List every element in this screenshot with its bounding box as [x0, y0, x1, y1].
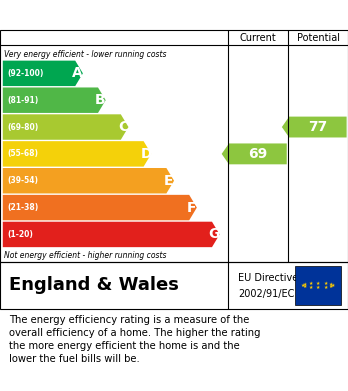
Text: (21-38): (21-38) — [7, 203, 38, 212]
Text: (69-80): (69-80) — [7, 122, 38, 131]
Text: (55-68): (55-68) — [7, 149, 38, 158]
Text: ★: ★ — [303, 284, 308, 289]
Text: England & Wales: England & Wales — [9, 276, 179, 294]
Text: ★: ★ — [309, 281, 313, 286]
Text: ★: ★ — [303, 282, 308, 287]
Text: Not energy efficient - higher running costs: Not energy efficient - higher running co… — [4, 251, 167, 260]
Text: C: C — [118, 120, 128, 134]
Polygon shape — [3, 141, 151, 167]
Polygon shape — [3, 61, 83, 86]
Text: ★: ★ — [316, 281, 320, 286]
Text: A: A — [72, 66, 83, 81]
Polygon shape — [3, 195, 197, 220]
Text: ★: ★ — [323, 281, 327, 286]
Text: EU Directive: EU Directive — [238, 273, 299, 283]
Polygon shape — [3, 88, 106, 113]
Polygon shape — [282, 117, 347, 138]
Text: ★: ★ — [309, 285, 313, 290]
Polygon shape — [3, 168, 174, 194]
Text: E: E — [164, 174, 174, 188]
Text: Potential: Potential — [296, 32, 340, 43]
Polygon shape — [222, 143, 287, 164]
Polygon shape — [3, 114, 128, 140]
Text: F: F — [187, 201, 196, 215]
Text: (1-20): (1-20) — [7, 230, 33, 239]
Text: The energy efficiency rating is a measure of the
overall efficiency of a home. T: The energy efficiency rating is a measur… — [9, 315, 260, 364]
Text: G: G — [209, 228, 220, 241]
Text: ★: ★ — [329, 284, 333, 289]
Text: (81-91): (81-91) — [7, 96, 38, 105]
Text: ★: ★ — [323, 285, 327, 290]
Bar — [295, 266, 341, 305]
Text: ★: ★ — [331, 283, 335, 288]
Text: 77: 77 — [308, 120, 328, 134]
Text: D: D — [140, 147, 152, 161]
Text: 2002/91/EC: 2002/91/EC — [238, 289, 295, 299]
Text: 69: 69 — [248, 147, 268, 161]
Text: ★: ★ — [329, 282, 333, 287]
Text: ★: ★ — [316, 285, 320, 290]
Text: B: B — [95, 93, 106, 107]
Text: (92-100): (92-100) — [7, 69, 44, 78]
Text: Very energy efficient - lower running costs: Very energy efficient - lower running co… — [4, 50, 167, 59]
Text: Current: Current — [240, 32, 276, 43]
Text: (39-54): (39-54) — [7, 176, 38, 185]
Polygon shape — [3, 222, 220, 247]
Text: Energy Efficiency Rating: Energy Efficiency Rating — [9, 7, 219, 23]
Text: ★: ★ — [301, 283, 306, 288]
